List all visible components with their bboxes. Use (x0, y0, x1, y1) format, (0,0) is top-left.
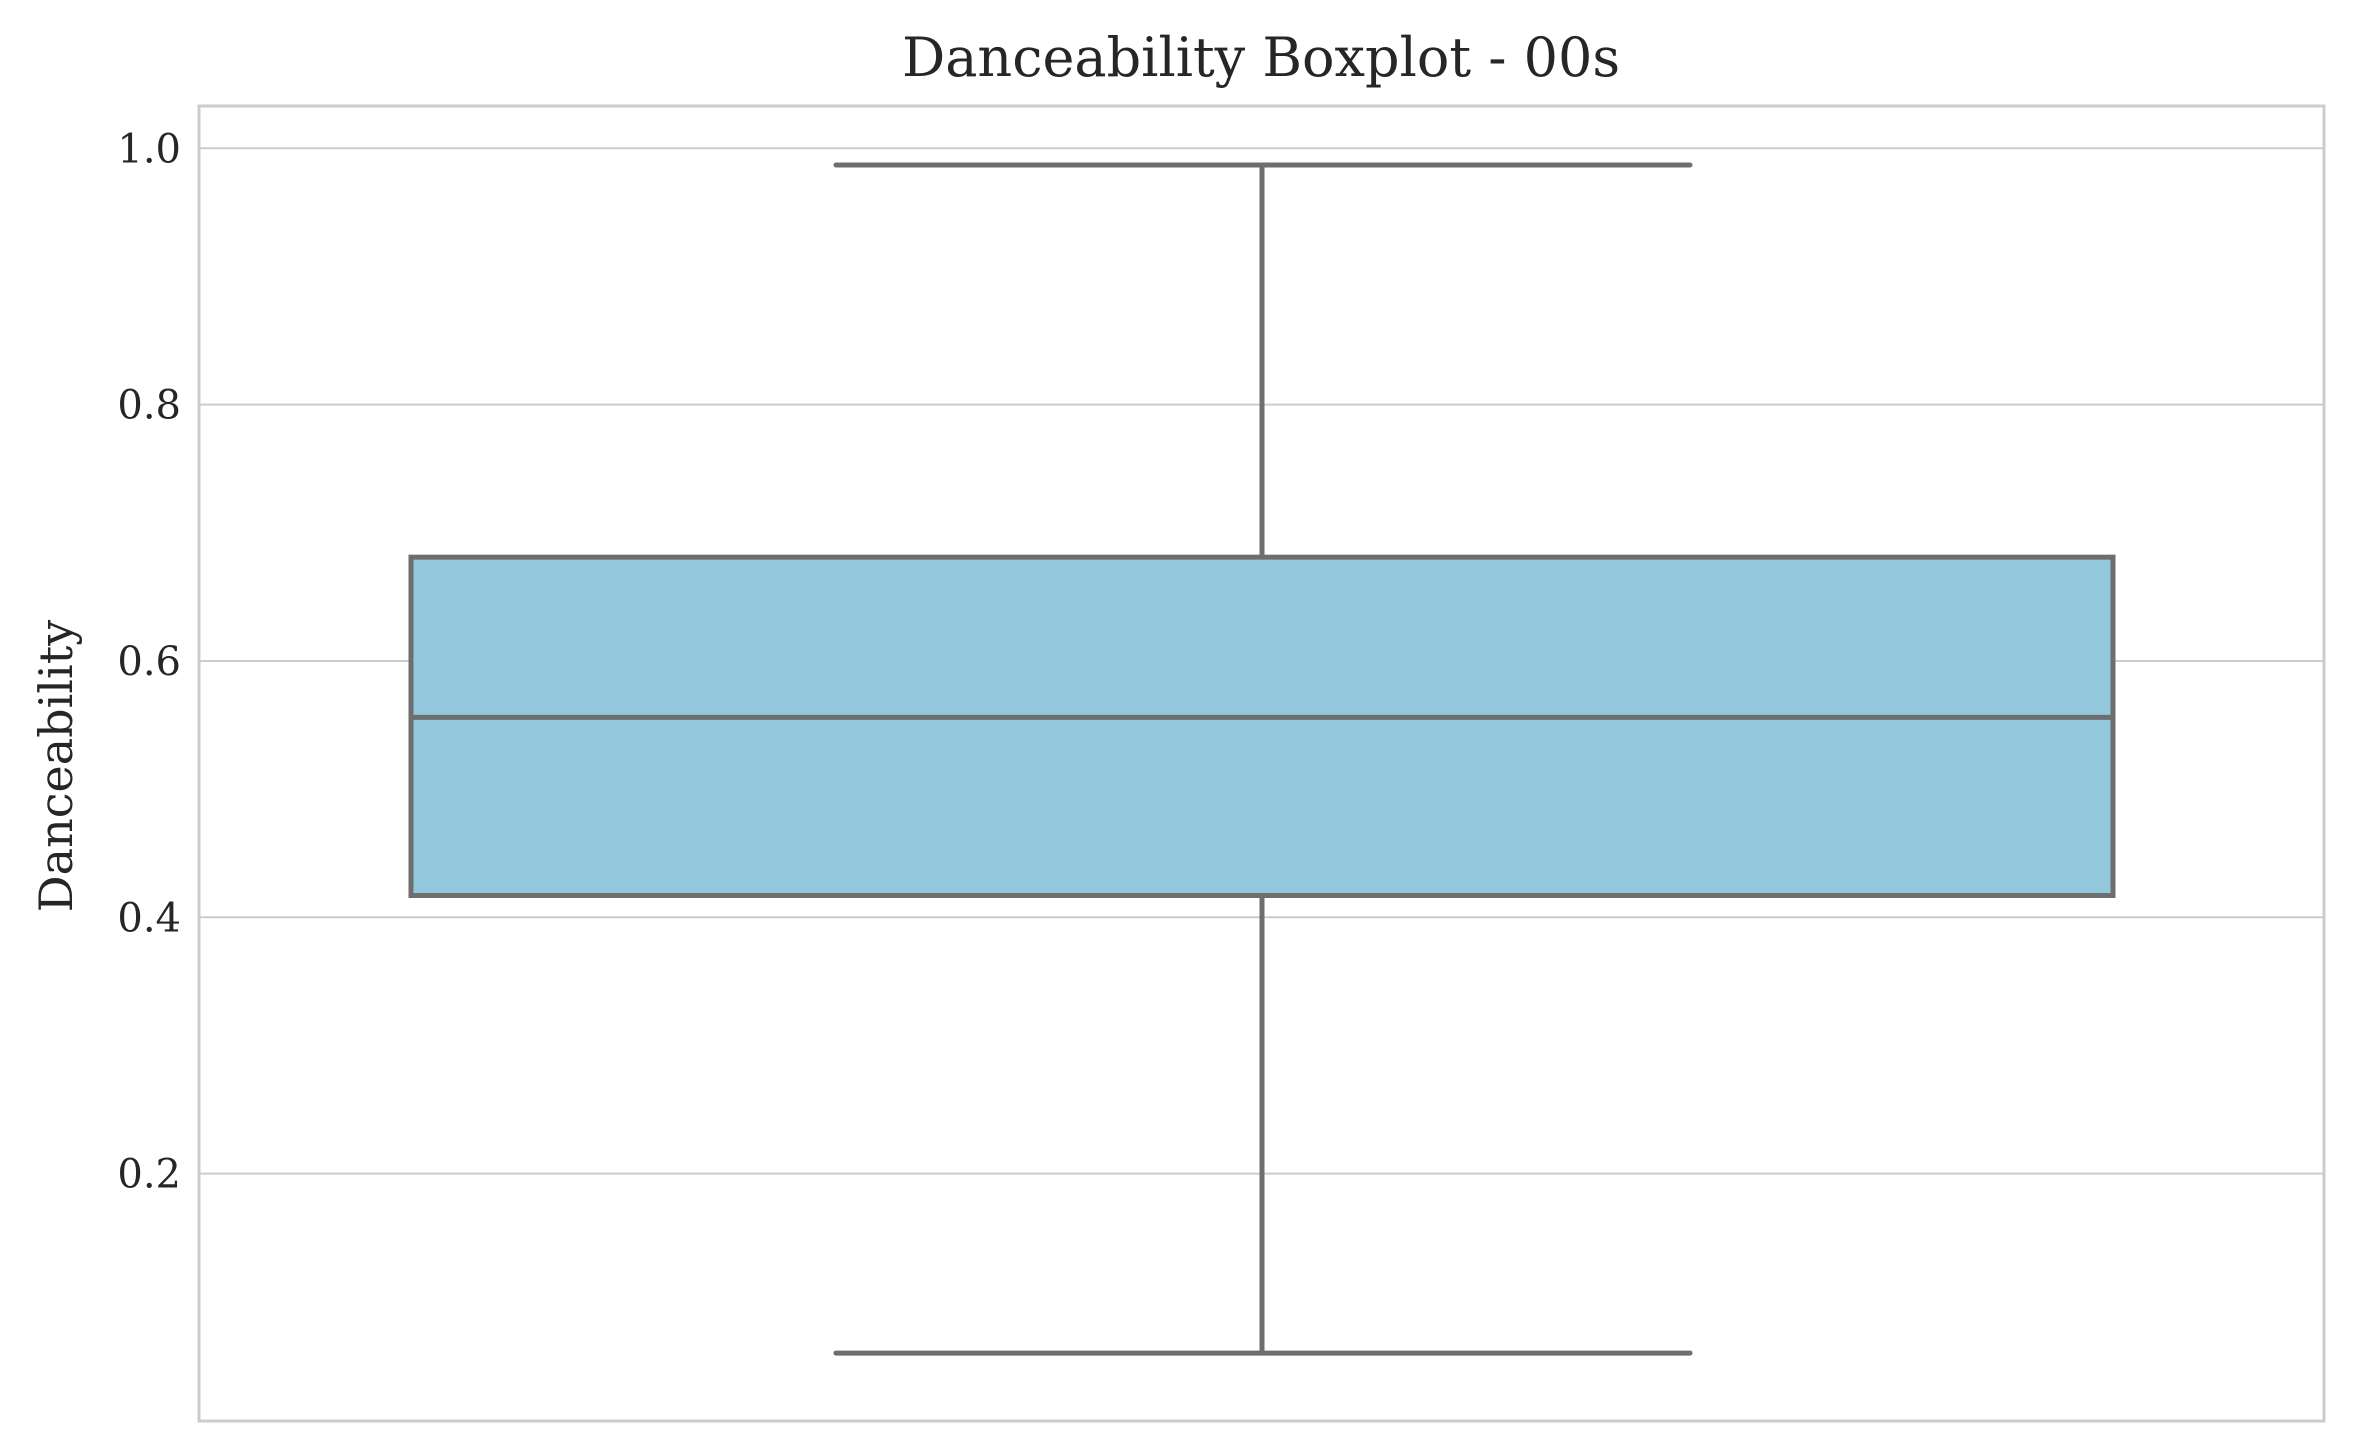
y-tick-label: 1.0 (117, 126, 181, 172)
chart-title: Danceability Boxplot - 00s (902, 26, 1620, 89)
y-tick-label: 0.6 (117, 639, 181, 685)
y-tick-labels: 0.2 0.4 0.6 0.8 1.0 (117, 126, 181, 1197)
plot-frame (197, 104, 2326, 1423)
box-plot (408, 162, 2116, 1356)
y-axis-label: Danceability (29, 620, 83, 912)
y-tick-label: 0.4 (117, 895, 181, 941)
y-tick-label: 0.8 (117, 383, 181, 429)
y-tick-label: 0.2 (117, 1152, 181, 1198)
iqr-box (408, 554, 2116, 899)
